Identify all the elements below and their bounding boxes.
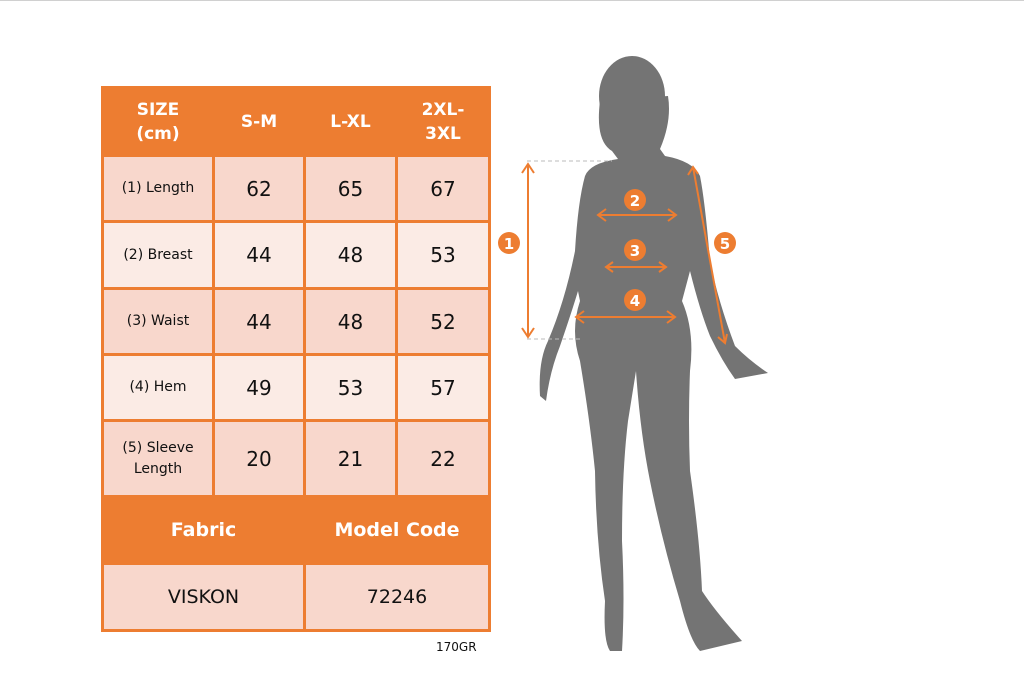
fabric-header-row: Fabric Model Code <box>101 495 491 565</box>
model-code-label: Model Code <box>303 495 491 565</box>
cell-value: 67 <box>395 154 491 223</box>
header-2xl-3xl: 2XL-3XL <box>395 86 491 157</box>
cell-value: 65 <box>303 154 398 223</box>
header-s-m: S-M <box>212 86 306 157</box>
table-row: (3) Waist 44 48 52 <box>101 287 491 356</box>
fabric-value: VISKON <box>101 562 306 632</box>
cell-value: 48 <box>303 287 398 356</box>
row-label: (3) Waist <box>101 287 215 356</box>
cell-value: 53 <box>395 220 491 290</box>
cell-value: 21 <box>303 419 398 498</box>
size-header-row: SIZE (cm) S-M L-XL 2XL-3XL <box>101 86 491 157</box>
marker-3 <box>624 239 646 261</box>
cell-value: 62 <box>212 154 306 223</box>
cell-value: 57 <box>395 353 491 422</box>
table-row: (2) Breast 44 48 53 <box>101 220 491 290</box>
marker-2-label: 2 <box>630 192 640 210</box>
model-code-value: 72246 <box>303 562 491 632</box>
cell-value: 49 <box>212 353 306 422</box>
table-row: (4) Hem 49 53 57 <box>101 353 491 422</box>
fabric-values-row: VISKON 72246 <box>101 562 491 632</box>
row-label: (5) Sleeve Length <box>101 419 215 498</box>
marker-5-label: 5 <box>720 235 730 253</box>
weight-label: 170GR <box>436 640 477 654</box>
measure-arrows <box>521 160 728 345</box>
cell-value: 22 <box>395 419 491 498</box>
fabric-label: Fabric <box>101 495 306 565</box>
marker-2 <box>624 189 646 211</box>
row-label: (1) Length <box>101 154 215 223</box>
row-label: (4) Hem <box>101 353 215 422</box>
cell-value: 52 <box>395 287 491 356</box>
cell-value: 53 <box>303 353 398 422</box>
table-row: (5) Sleeve Length 20 21 22 <box>101 419 491 498</box>
silhouette-icon <box>539 56 768 651</box>
table-row: (1) Length 62 65 67 <box>101 154 491 223</box>
marker-3-label: 3 <box>630 242 640 260</box>
header-size: SIZE (cm) <box>101 86 215 157</box>
row-label: (2) Breast <box>101 220 215 290</box>
cell-value: 44 <box>212 287 306 356</box>
body-silhouette-figure: 1 2 3 4 5 <box>498 56 768 651</box>
marker-5 <box>714 232 736 254</box>
marker-4 <box>624 289 646 311</box>
marker-4-label: 4 <box>630 292 640 310</box>
cell-value: 44 <box>212 220 306 290</box>
size-table: SIZE (cm) S-M L-XL 2XL-3XL (1) Length 62 … <box>101 86 491 632</box>
marker-1 <box>498 232 520 254</box>
cell-value: 48 <box>303 220 398 290</box>
marker-1-label: 1 <box>504 235 514 253</box>
header-2xl-3xl-text: 2XL-3XL <box>421 99 465 144</box>
cell-value: 20 <box>212 419 306 498</box>
header-l-xl: L-XL <box>303 86 398 157</box>
